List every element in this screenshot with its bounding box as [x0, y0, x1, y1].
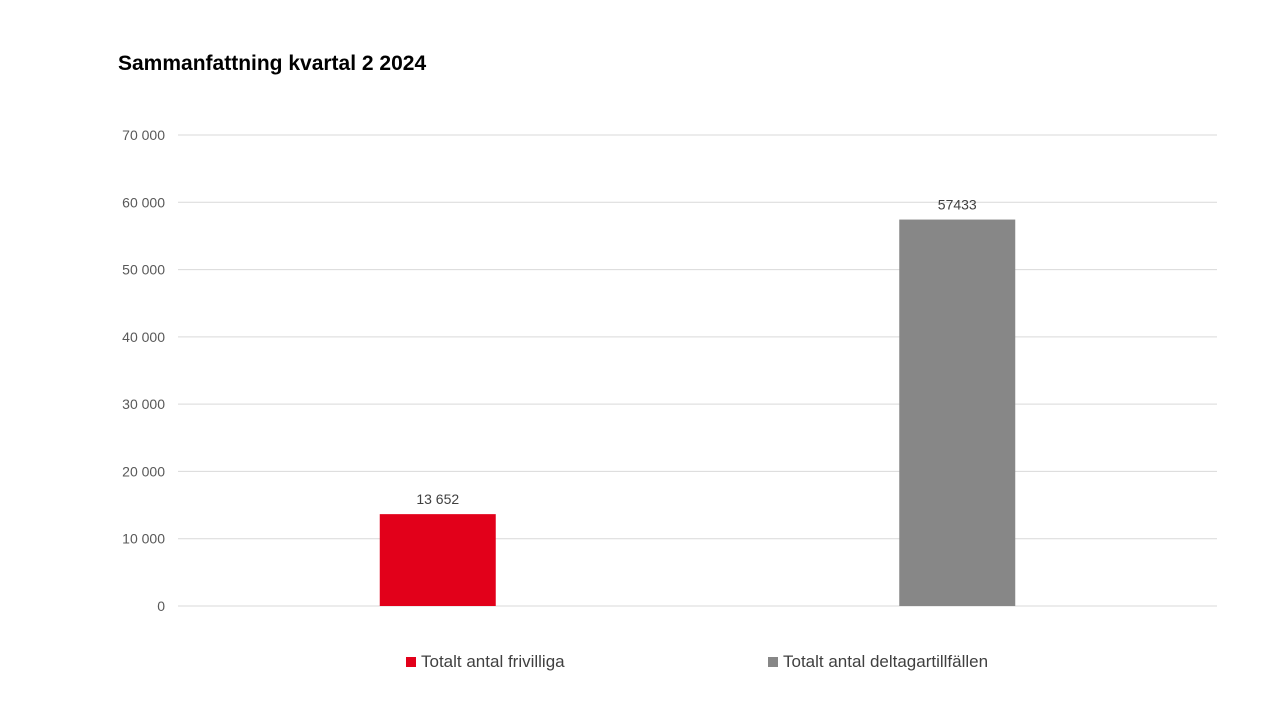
bar-1	[899, 219, 1016, 606]
y-tick-label: 0	[157, 598, 165, 614]
y-tick-label: 60 000	[122, 194, 165, 210]
bars	[379, 219, 1016, 606]
y-axis-ticks: 0 10 000 20 000 30 000 40 000 50 000 60 000 70 …	[122, 127, 165, 614]
bar-0	[379, 514, 496, 606]
y-tick-label: 40 000	[122, 329, 165, 345]
legend-swatch-deltagartillfallen	[768, 657, 778, 667]
legend-label-deltagartillfallen: Totalt antal deltagartillfällen	[783, 652, 989, 671]
y-tick-label: 30 000	[122, 396, 165, 412]
gridlines	[178, 134, 1217, 607]
legend-swatch-frivilliga	[406, 657, 416, 667]
legend-item-frivilliga: Totalt antal frivilliga	[406, 652, 565, 672]
legend: Totalt antal frivilliga Totalt antal del…	[0, 652, 1280, 676]
y-tick-label: 50 000	[122, 262, 165, 278]
data-labels: 13 652 57433	[416, 197, 977, 508]
chart-title: Sammanfattning kvartal 2 2024	[118, 52, 427, 75]
y-tick-label: 20 000	[122, 463, 165, 479]
y-tick-label: 70 000	[122, 127, 165, 143]
data-label-0: 13 652	[416, 491, 459, 507]
data-label-1: 57433	[938, 197, 977, 213]
y-tick-label: 10 000	[122, 531, 165, 547]
legend-item-deltagartillfallen: Totalt antal deltagartillfällen	[768, 652, 988, 672]
legend-label-frivilliga: Totalt antal frivilliga	[421, 652, 565, 671]
